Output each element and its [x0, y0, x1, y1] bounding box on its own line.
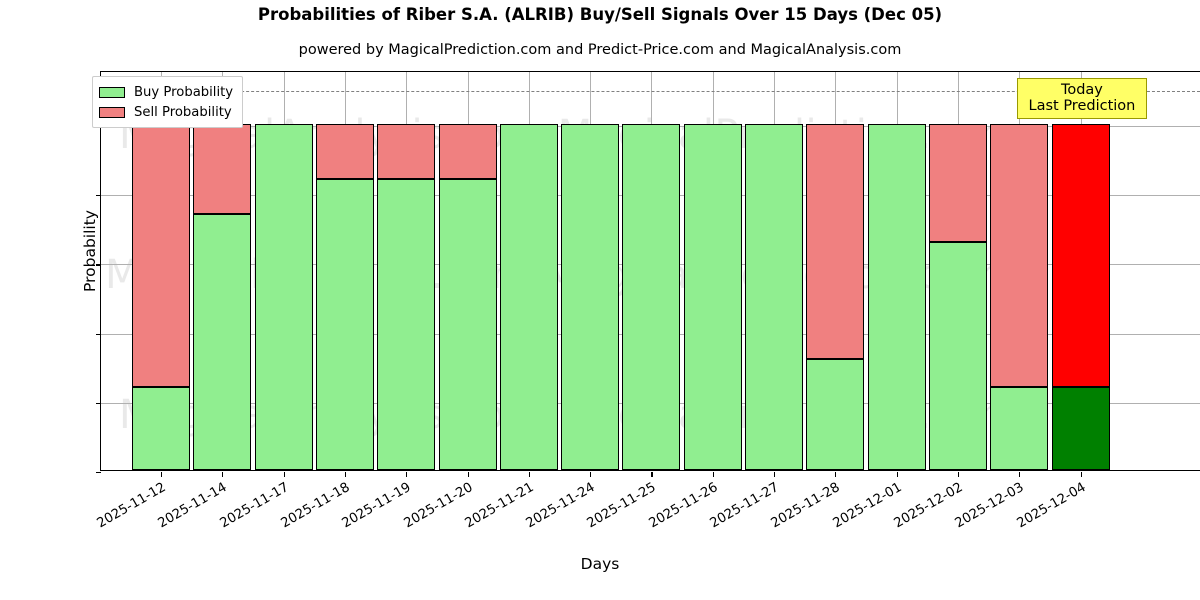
bar-segment-buy[interactable]: [193, 213, 252, 470]
x-tick-mark: [835, 472, 837, 477]
bar-group[interactable]: [193, 72, 252, 470]
bar-segment-sell[interactable]: [1051, 124, 1110, 387]
x-tick-mark: [590, 472, 592, 477]
legend-label-sell: Sell Probability: [134, 104, 232, 120]
bar-group[interactable]: [561, 72, 620, 470]
x-axis-label: Days: [580, 555, 620, 573]
bar-segment-sell[interactable]: [315, 124, 374, 180]
bar-group[interactable]: [1051, 72, 1110, 470]
x-tick-mark: [957, 472, 960, 477]
bar-group[interactable]: [315, 72, 374, 470]
chart-legend: Buy Probability Sell Probability: [92, 76, 244, 128]
bar-segment-buy[interactable]: [806, 359, 865, 470]
legend-swatch-buy-icon: [99, 86, 125, 98]
bar-segment-sell[interactable]: [928, 124, 987, 242]
bar-segment-buy[interactable]: [1051, 386, 1110, 470]
y-tick-mark: [96, 402, 101, 404]
reference-dashed-line: [101, 91, 1200, 93]
x-tick-mark: [222, 472, 224, 477]
bar-group[interactable]: [132, 72, 190, 470]
bar-group[interactable]: [745, 72, 803, 470]
x-tick-mark: [896, 472, 898, 477]
bar-segment-buy[interactable]: [622, 124, 681, 470]
bar-segment-sell[interactable]: [806, 124, 865, 360]
x-tick-mark: [774, 472, 776, 477]
bar-segment-sell[interactable]: [377, 124, 436, 180]
y-tick-mark: [96, 472, 101, 474]
y-tick-mark: [96, 264, 101, 266]
bar-segment-buy[interactable]: [683, 124, 742, 470]
legend-swatch-sell-icon: [99, 106, 125, 118]
x-tick-mark: [528, 472, 530, 477]
bar-segment-buy[interactable]: [377, 179, 436, 470]
bar-group[interactable]: [622, 72, 681, 470]
x-tick-mark: [161, 472, 163, 477]
bar-segment-sell[interactable]: [193, 124, 252, 214]
y-tick-mark: [96, 195, 101, 197]
x-tick-mark: [1080, 472, 1082, 477]
bar-segment-buy[interactable]: [132, 386, 190, 470]
plot-inner: MagicalAnalysis.com MagicalPrediction.co…: [101, 72, 1200, 470]
legend-item-sell: Sell Probability: [99, 102, 233, 122]
x-tick-mark: [344, 472, 347, 477]
bar-group[interactable]: [438, 72, 497, 470]
x-tick-mark: [1019, 472, 1021, 477]
bar-segment-buy[interactable]: [499, 124, 558, 470]
today-annotation: Today Last Prediction: [1016, 78, 1148, 120]
x-tick-mark: [651, 472, 653, 477]
bar-group[interactable]: [867, 72, 926, 470]
x-tick-mark: [467, 472, 469, 477]
bar-group[interactable]: [928, 72, 987, 470]
y-tick-mark: [96, 333, 101, 335]
legend-label-buy: Buy Probability: [134, 84, 234, 100]
legend-item-buy: Buy Probability: [99, 82, 233, 102]
bar-group[interactable]: [499, 72, 558, 470]
bar-segment-sell[interactable]: [990, 124, 1049, 387]
bar-group[interactable]: [377, 72, 436, 470]
bar-group[interactable]: [254, 72, 313, 470]
x-tick-mark: [406, 472, 408, 477]
bar-segment-buy[interactable]: [315, 179, 374, 470]
x-tick-mark: [283, 472, 285, 477]
bar-segment-sell[interactable]: [132, 124, 190, 387]
page-title: Probabilities of Riber S.A. (ALRIB) Buy/…: [257, 5, 943, 24]
bar-segment-buy[interactable]: [561, 124, 620, 470]
bar-segment-buy[interactable]: [928, 241, 987, 470]
bar-segment-buy[interactable]: [438, 179, 497, 470]
bar-segment-sell[interactable]: [438, 124, 497, 180]
today-annotation-line1: Today: [1060, 82, 1103, 98]
bar-group[interactable]: [990, 72, 1049, 470]
bar-segment-buy[interactable]: [990, 386, 1049, 470]
chart-subtitle: powered by MagicalPrediction.com and Pre…: [298, 42, 902, 58]
x-tick-mark: [712, 472, 714, 477]
plot-area: MagicalAnalysis.com MagicalPrediction.co…: [81, 71, 1200, 531]
bar-group[interactable]: [806, 72, 865, 470]
bar-segment-buy[interactable]: [867, 124, 926, 470]
bar-segment-buy[interactable]: [254, 124, 313, 470]
bar-segment-buy[interactable]: [745, 124, 803, 470]
today-annotation-line2: Last Prediction: [1028, 98, 1136, 115]
y-axis-label: Probability: [80, 210, 99, 292]
bar-group[interactable]: [683, 72, 742, 470]
